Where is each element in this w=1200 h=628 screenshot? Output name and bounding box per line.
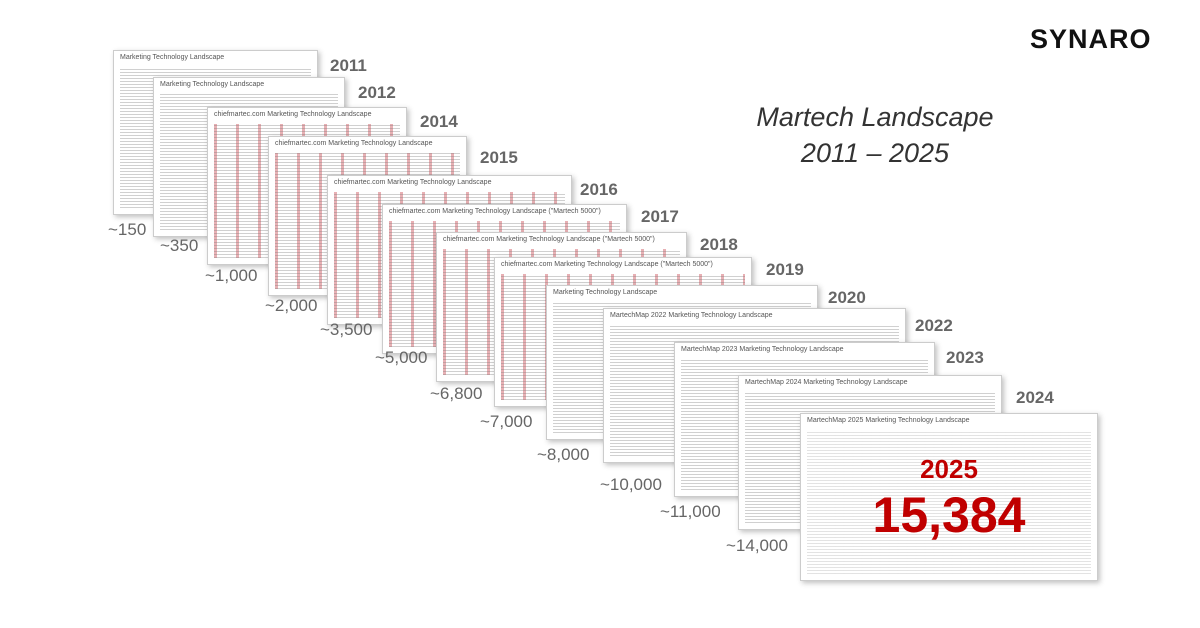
count-label: ~8,000 — [537, 445, 590, 464]
card-heading: chiefmartec.com Marketing Technology Lan… — [334, 179, 492, 186]
card-heading: MartechMap 2025 Marketing Technology Lan… — [807, 417, 970, 424]
year-label: 2015 — [480, 148, 518, 167]
card-heading: Marketing Technology Landscape — [160, 81, 265, 88]
count-label: ~150 — [108, 220, 147, 239]
year-label: 2020 — [828, 288, 866, 307]
count-label: ~1,000 — [205, 266, 258, 285]
count-label: ~14,000 — [726, 536, 788, 555]
count-label: ~6,800 — [430, 384, 483, 403]
count-label: ~2,000 — [265, 296, 318, 315]
card-heading: chiefmartec.com Marketing Technology Lan… — [501, 261, 713, 268]
card-heading: MartechMap 2023 Marketing Technology Lan… — [681, 346, 844, 353]
year-label: 2019 — [766, 260, 804, 279]
year-label: 2016 — [580, 180, 618, 199]
year-label: 2018 — [700, 235, 738, 254]
card-heading: chiefmartec.com Marketing Technology Lan… — [275, 140, 433, 147]
count-label: ~350 — [160, 236, 199, 255]
count-label: ~10,000 — [600, 475, 662, 494]
year-label: 2017 — [641, 207, 679, 226]
landscape-card: MartechMap 2025 Marketing Technology Lan… — [800, 413, 1098, 581]
card-heading: chiefmartec.com Marketing Technology Lan… — [443, 236, 655, 243]
title-line: Martech Landscape — [756, 102, 994, 132]
count-label: ~3,500 — [320, 320, 373, 339]
card-heading: chiefmartec.com Marketing Technology Lan… — [214, 111, 372, 118]
count-label: ~11,000 — [660, 502, 721, 521]
card-heading: MartechMap 2024 Marketing Technology Lan… — [745, 379, 908, 386]
year-label: 2023 — [946, 348, 984, 367]
card-heading: chiefmartec.com Marketing Technology Lan… — [389, 208, 601, 215]
year-label: 2022 — [915, 316, 953, 335]
card-heading: Marketing Technology Landscape — [120, 54, 225, 61]
brand: SYNARO — [1030, 24, 1152, 54]
title-line: 2011 – 2025 — [800, 138, 950, 168]
final-year: 2025 — [920, 454, 978, 484]
card-heading: Marketing Technology Landscape — [553, 289, 658, 296]
year-label: 2024 — [1016, 388, 1054, 407]
count-label: ~5,000 — [375, 348, 428, 367]
count-label: ~7,000 — [480, 412, 533, 431]
card-heading: MartechMap 2022 Marketing Technology Lan… — [610, 312, 773, 319]
final-count: 15,384 — [872, 487, 1026, 543]
year-label: 2012 — [358, 83, 396, 102]
year-label: 2011 — [330, 56, 367, 75]
year-label: 2014 — [420, 112, 458, 131]
card-body — [807, 430, 1091, 574]
